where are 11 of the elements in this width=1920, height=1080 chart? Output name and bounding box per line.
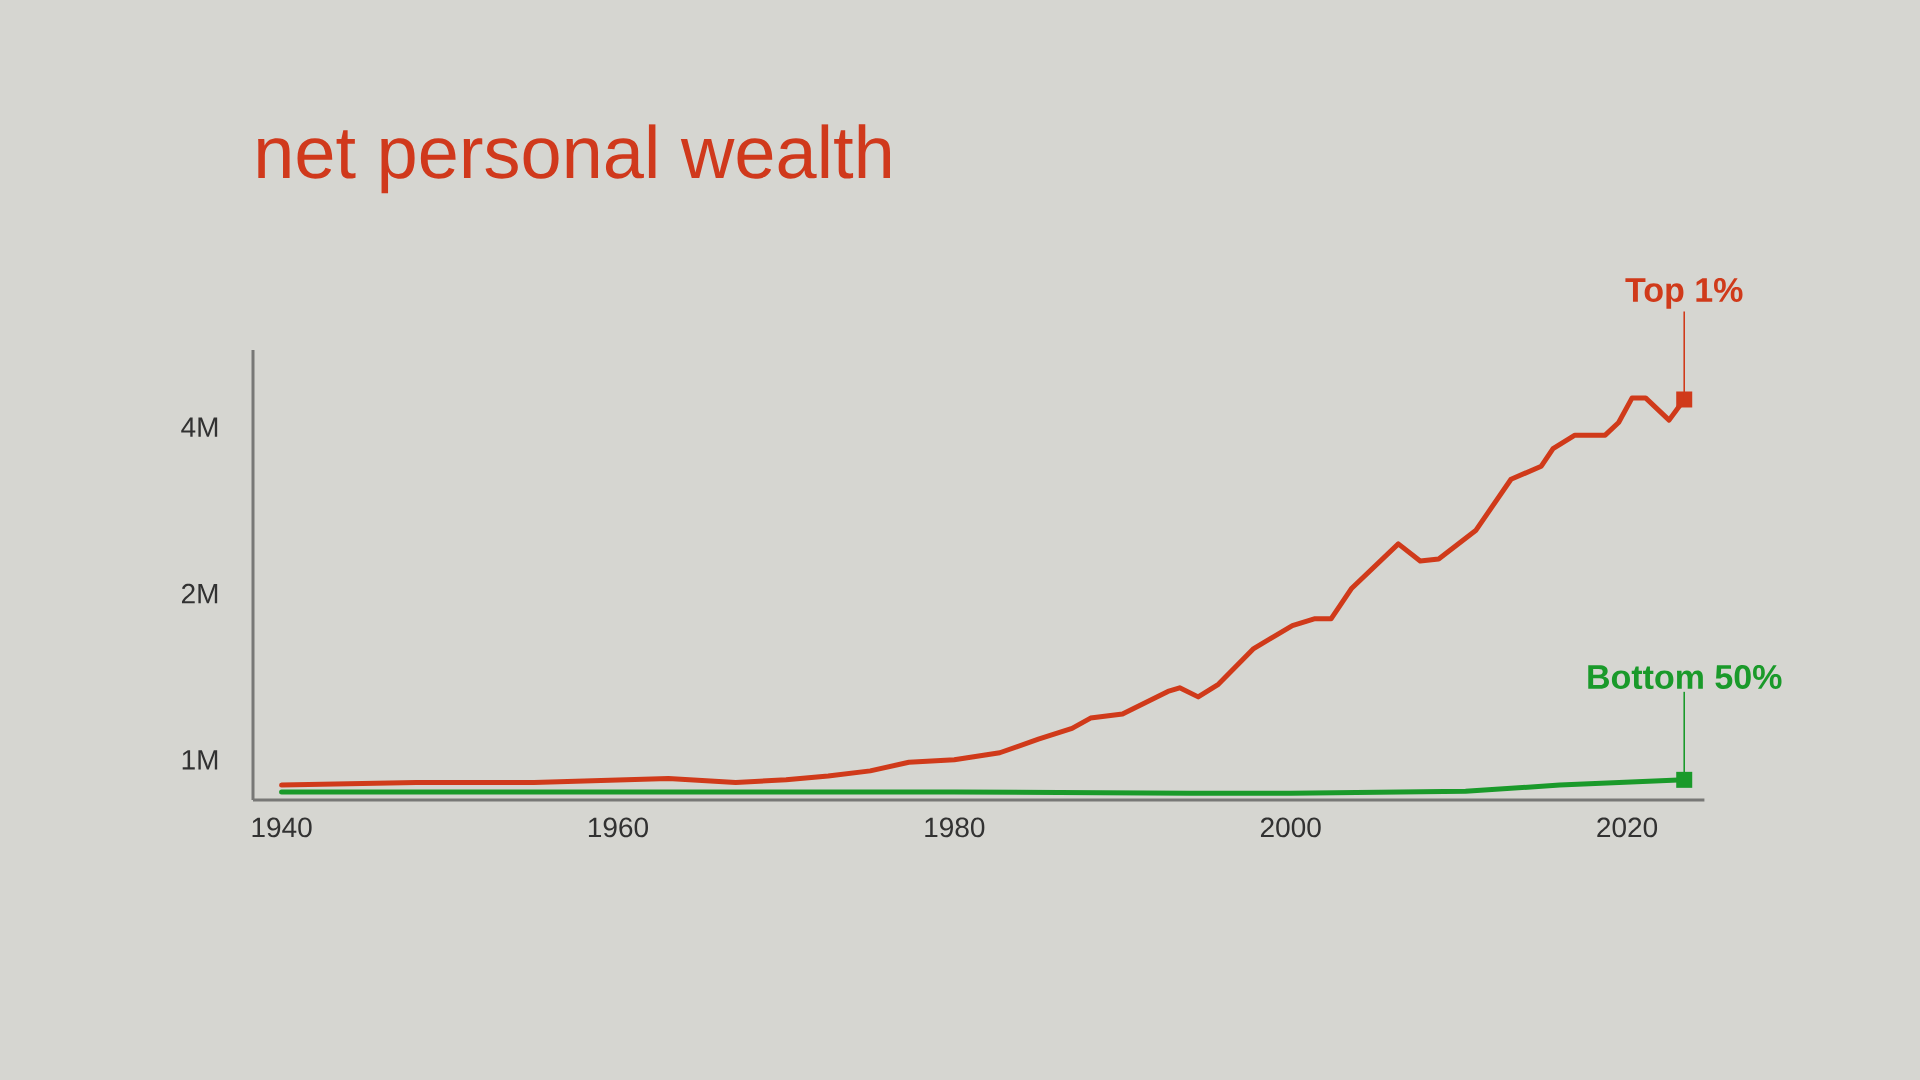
- y-tick-label: 4M: [181, 417, 218, 437]
- text: Bottom 50%: [1588, 664, 1782, 690]
- x-tick-label: 2020: [1597, 817, 1658, 838]
- x-tick-label: 1940: [252, 817, 312, 838]
- x-tick-label: 2000: [1260, 817, 1321, 838]
- text: Top 1%: [1625, 277, 1743, 309]
- x-tick-label: 1960: [588, 817, 648, 838]
- y-tick-label: 2M: [181, 583, 218, 604]
- chart-title: net personal wealth: [258, 124, 890, 194]
- x-tick-label: 1980: [925, 817, 985, 838]
- y-tick-label: 1M: [182, 750, 218, 770]
